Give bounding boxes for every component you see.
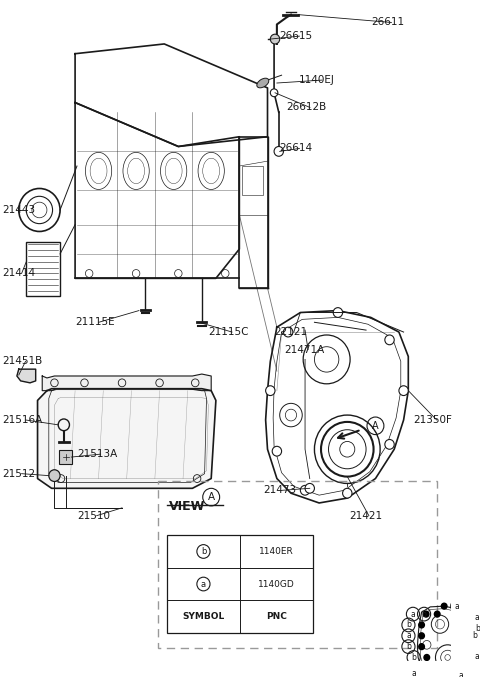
Circle shape xyxy=(274,146,284,156)
Text: a: a xyxy=(479,642,480,651)
Circle shape xyxy=(305,483,314,494)
Circle shape xyxy=(270,34,280,44)
Text: a: a xyxy=(455,602,460,611)
Text: 21421: 21421 xyxy=(349,510,382,521)
Text: a: a xyxy=(474,652,479,661)
Text: a: a xyxy=(201,580,206,588)
Circle shape xyxy=(385,335,394,345)
Circle shape xyxy=(343,488,352,498)
Bar xyxy=(26,242,60,296)
Text: 26612B: 26612B xyxy=(286,102,326,112)
Text: 21513A: 21513A xyxy=(77,449,117,459)
Text: PNC: PNC xyxy=(266,612,287,621)
Circle shape xyxy=(300,485,310,495)
Circle shape xyxy=(284,327,293,337)
Text: 21443: 21443 xyxy=(2,205,35,215)
Polygon shape xyxy=(42,374,211,391)
Text: b: b xyxy=(406,642,411,651)
Bar xyxy=(167,536,312,633)
Text: a: a xyxy=(410,609,415,619)
Text: a: a xyxy=(458,671,463,677)
Circle shape xyxy=(272,446,282,456)
Circle shape xyxy=(399,386,408,395)
Text: b: b xyxy=(411,653,416,662)
Text: a: a xyxy=(474,613,479,622)
Text: 26614: 26614 xyxy=(280,144,313,154)
Text: 1140EJ: 1140EJ xyxy=(299,75,335,85)
Circle shape xyxy=(385,439,394,450)
Text: b: b xyxy=(476,624,480,633)
Circle shape xyxy=(466,644,471,649)
Bar xyxy=(59,450,72,464)
Text: A: A xyxy=(372,421,379,431)
Circle shape xyxy=(460,654,466,659)
Circle shape xyxy=(424,655,430,660)
Bar xyxy=(242,166,263,196)
Circle shape xyxy=(459,633,464,638)
Circle shape xyxy=(424,671,430,676)
Text: 21414: 21414 xyxy=(2,269,35,278)
Text: 21115E: 21115E xyxy=(75,318,115,327)
Text: 1140GD: 1140GD xyxy=(258,580,295,588)
Text: a: a xyxy=(406,631,411,640)
Text: 21473: 21473 xyxy=(263,485,296,496)
Text: 26611: 26611 xyxy=(372,18,405,28)
Text: b: b xyxy=(472,631,477,640)
Text: 21510: 21510 xyxy=(77,510,110,521)
Polygon shape xyxy=(17,369,36,383)
Text: 21471A: 21471A xyxy=(285,345,324,355)
Circle shape xyxy=(434,611,440,617)
Text: SYMBOL: SYMBOL xyxy=(182,612,225,621)
Text: 26615: 26615 xyxy=(280,31,313,41)
Text: 21451B: 21451B xyxy=(2,356,42,366)
Text: 21350F: 21350F xyxy=(413,415,452,425)
Text: 21516A: 21516A xyxy=(2,415,42,425)
Text: b: b xyxy=(421,609,427,619)
Text: 1140ER: 1140ER xyxy=(259,547,294,556)
Text: a: a xyxy=(411,670,416,677)
Circle shape xyxy=(49,470,60,481)
Text: 21115C: 21115C xyxy=(208,327,249,337)
Text: 21512: 21512 xyxy=(2,468,35,479)
Circle shape xyxy=(265,386,275,395)
Circle shape xyxy=(462,626,468,632)
Circle shape xyxy=(445,673,450,677)
Polygon shape xyxy=(37,389,216,488)
Text: b: b xyxy=(201,547,206,556)
Text: b: b xyxy=(406,620,411,630)
Circle shape xyxy=(460,615,466,621)
Text: 22121: 22121 xyxy=(274,327,307,337)
Text: A: A xyxy=(208,492,215,502)
Text: VIEW: VIEW xyxy=(169,500,205,513)
Circle shape xyxy=(270,89,278,97)
Circle shape xyxy=(419,633,424,638)
Circle shape xyxy=(468,620,473,626)
Circle shape xyxy=(441,603,447,609)
Circle shape xyxy=(333,307,343,318)
Circle shape xyxy=(419,644,424,649)
Circle shape xyxy=(419,622,424,628)
Circle shape xyxy=(423,611,429,617)
Ellipse shape xyxy=(257,79,269,88)
